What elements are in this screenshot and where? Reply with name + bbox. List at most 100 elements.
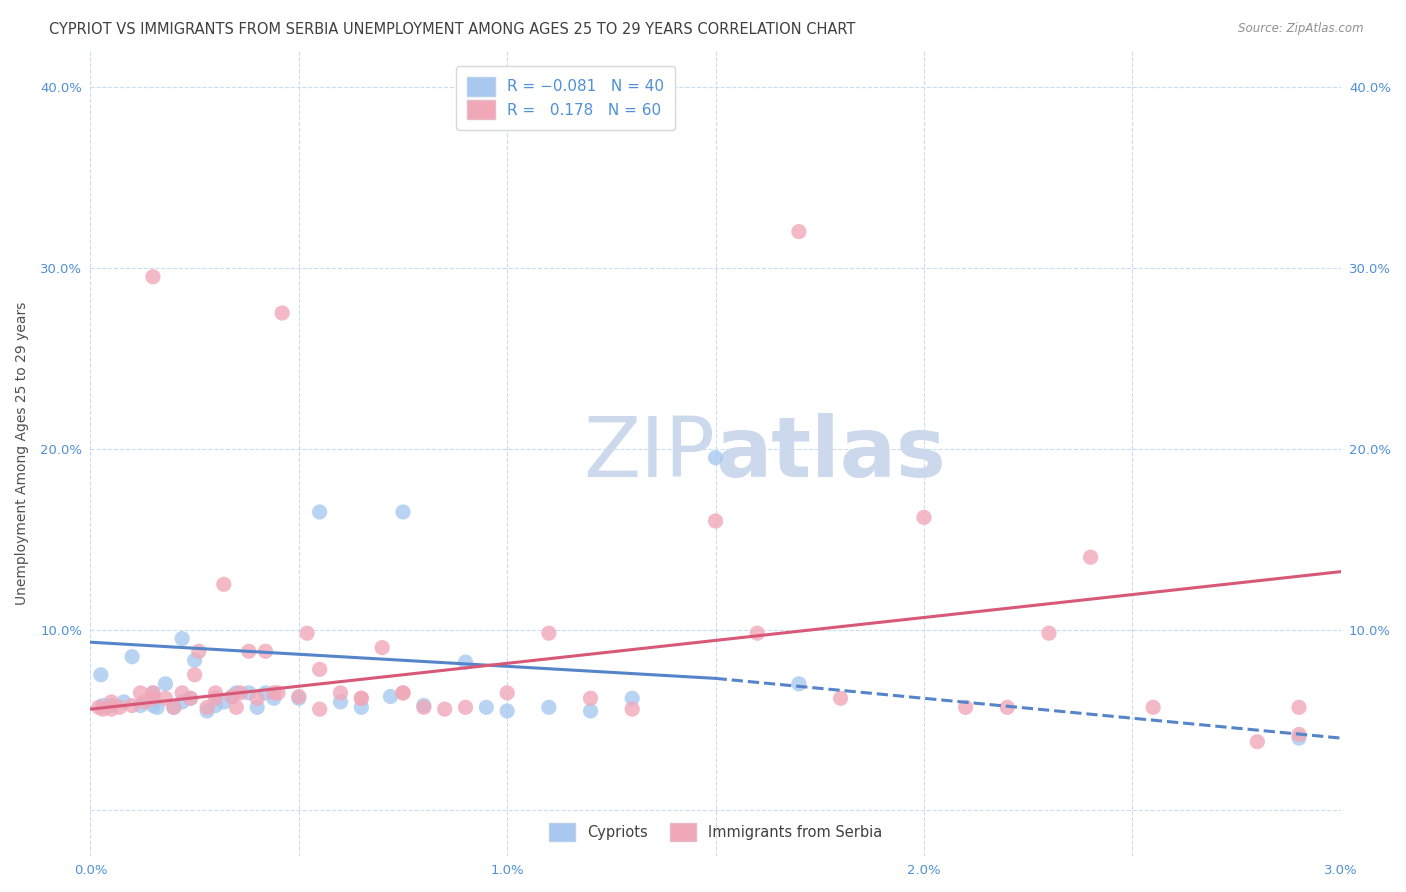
Point: [912, 510, 935, 524]
Point: [263, 691, 285, 706]
Text: CYPRIOT VS IMMIGRANTS FROM SERBIA UNEMPLOYMENT AMONG AGES 25 TO 29 YEARS CORRELA: CYPRIOT VS IMMIGRANTS FROM SERBIA UNEMPL…: [49, 22, 856, 37]
Point: [1246, 735, 1268, 749]
Point: [142, 686, 165, 700]
Point: [172, 686, 194, 700]
Point: [350, 691, 373, 706]
Point: [380, 690, 402, 704]
Point: [112, 695, 135, 709]
Point: [329, 686, 352, 700]
Point: [229, 686, 252, 700]
Point: [288, 691, 311, 706]
Point: [995, 700, 1018, 714]
Point: [183, 667, 205, 681]
Point: [187, 644, 209, 658]
Point: [537, 700, 560, 714]
Point: [295, 626, 318, 640]
Point: [830, 691, 852, 706]
Point: [195, 704, 218, 718]
Point: [955, 700, 977, 714]
Point: [329, 695, 352, 709]
Point: [91, 698, 114, 713]
Point: [454, 655, 477, 669]
Point: [254, 644, 277, 658]
Point: [392, 686, 415, 700]
Point: [100, 702, 122, 716]
Point: [225, 686, 247, 700]
Text: ZIP: ZIP: [583, 413, 716, 493]
Point: [204, 691, 226, 706]
Point: [350, 700, 373, 714]
Point: [496, 704, 519, 718]
Point: [121, 698, 143, 713]
Point: [163, 700, 186, 714]
Y-axis label: Unemployment Among Ages 25 to 29 years: Unemployment Among Ages 25 to 29 years: [15, 301, 30, 605]
Point: [142, 269, 165, 284]
Point: [787, 677, 810, 691]
Point: [134, 695, 156, 709]
Point: [163, 700, 186, 714]
Point: [100, 695, 122, 709]
Point: [350, 691, 373, 706]
Legend: Cypriots, Immigrants from Serbia: Cypriots, Immigrants from Serbia: [541, 816, 889, 848]
Point: [238, 644, 260, 658]
Point: [412, 698, 434, 713]
Point: [1080, 550, 1102, 565]
Point: [267, 686, 290, 700]
Point: [475, 700, 498, 714]
Point: [146, 700, 169, 714]
Point: [246, 700, 269, 714]
Point: [308, 662, 330, 676]
Point: [108, 700, 131, 714]
Point: [579, 704, 602, 718]
Point: [204, 698, 226, 713]
Point: [87, 700, 110, 714]
Point: [263, 686, 285, 700]
Point: [129, 686, 152, 700]
Point: [179, 691, 201, 706]
Point: [308, 702, 330, 716]
Point: [155, 691, 177, 706]
Point: [142, 686, 165, 700]
Text: atlas: atlas: [716, 413, 946, 493]
Point: [204, 686, 226, 700]
Point: [221, 690, 243, 704]
Point: [308, 505, 330, 519]
Point: [172, 695, 194, 709]
Point: [172, 632, 194, 646]
Point: [288, 690, 311, 704]
Point: [238, 686, 260, 700]
Point: [155, 677, 177, 691]
Point: [90, 667, 112, 681]
Point: [392, 686, 415, 700]
Point: [179, 691, 201, 706]
Point: [221, 690, 243, 704]
Point: [621, 691, 644, 706]
Point: [142, 698, 165, 713]
Point: [142, 691, 165, 706]
Point: [183, 653, 205, 667]
Point: [246, 691, 269, 706]
Point: [254, 686, 277, 700]
Point: [271, 306, 294, 320]
Point: [371, 640, 394, 655]
Point: [91, 702, 114, 716]
Point: [704, 514, 727, 528]
Point: [1288, 727, 1310, 741]
Point: [1288, 700, 1310, 714]
Point: [747, 626, 769, 640]
Point: [537, 626, 560, 640]
Point: [195, 700, 218, 714]
Point: [121, 649, 143, 664]
Point: [454, 700, 477, 714]
Point: [392, 505, 415, 519]
Point: [787, 225, 810, 239]
Point: [412, 700, 434, 714]
Point: [704, 450, 727, 465]
Point: [433, 702, 456, 716]
Point: [212, 577, 235, 591]
Point: [100, 698, 122, 713]
Point: [225, 700, 247, 714]
Point: [496, 686, 519, 700]
Point: [212, 695, 235, 709]
Point: [129, 698, 152, 713]
